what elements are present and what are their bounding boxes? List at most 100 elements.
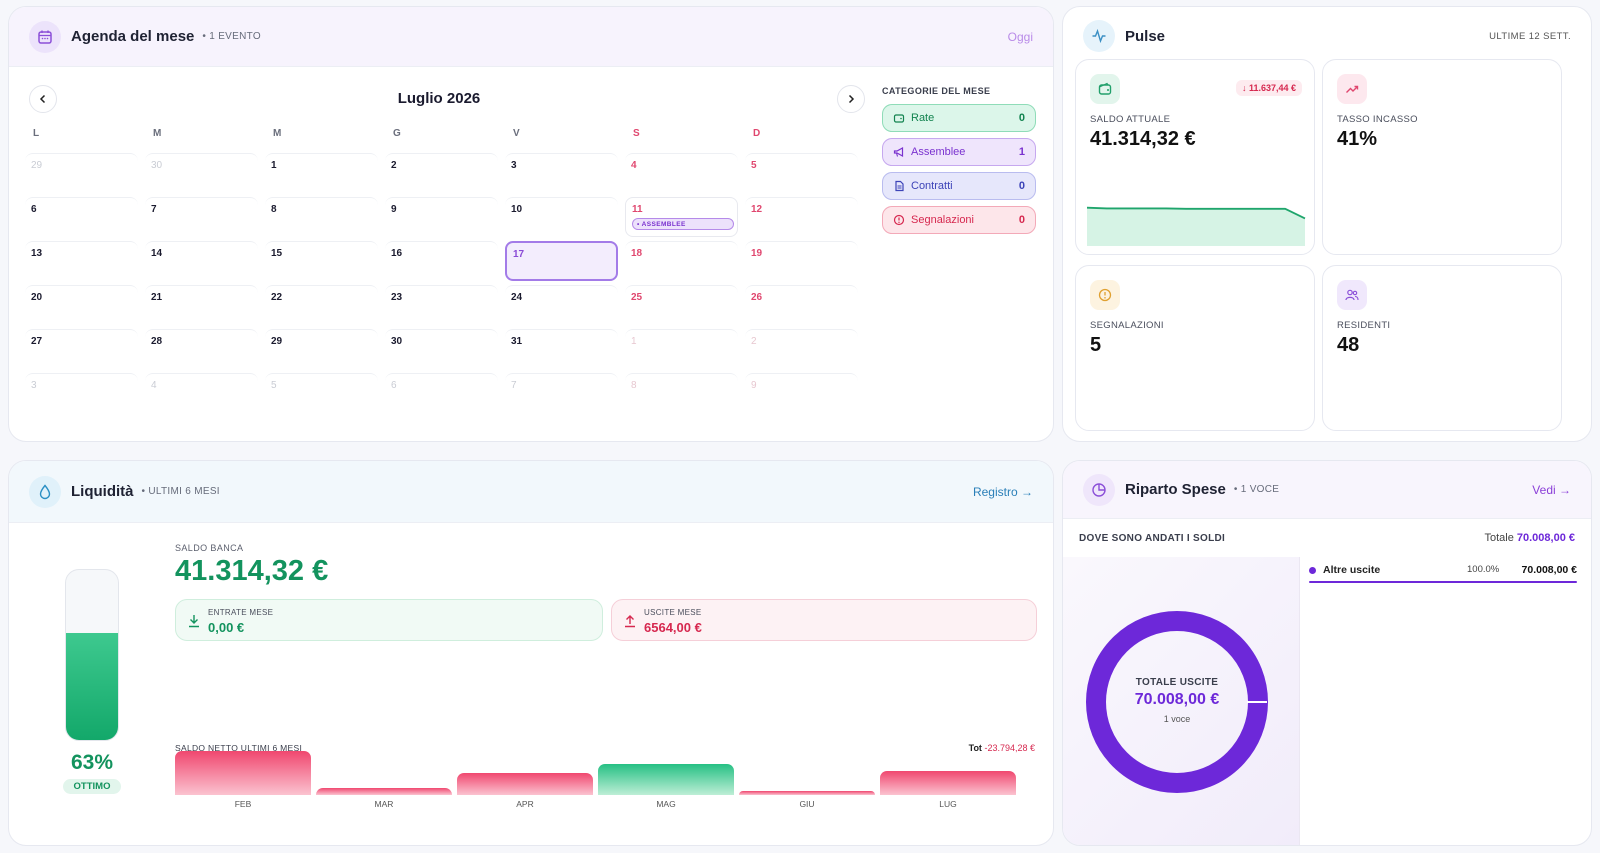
donut-panel: TOTALE USCITE 70.008,00 € 1 voce	[1063, 557, 1300, 845]
calendar-day[interactable]: 19	[745, 241, 858, 281]
calendar-day[interactable]: 23	[385, 285, 498, 325]
event-tag-assemblee[interactable]: • ASSEMBLEE	[632, 218, 734, 230]
calendar-day[interactable]: 4	[145, 373, 258, 413]
calendar-day[interactable]: 24	[505, 285, 618, 325]
calendar-day[interactable]: 13	[25, 241, 138, 281]
calendar-day-number: 7	[511, 380, 517, 391]
liquidita-subtitle: • ULTIMI 6 MESI	[141, 486, 220, 497]
droplet-icon	[29, 475, 61, 508]
calendar-day-number: 5	[751, 160, 757, 171]
calendar-day-number: 21	[151, 292, 163, 303]
megaphone-icon	[893, 146, 904, 158]
calendar-day[interactable]: 5	[745, 153, 858, 193]
next-month-button[interactable]	[837, 85, 865, 113]
saldo-attuale-card[interactable]: ↓ 11.637,44 € SALDO ATTUALE 41.314,32 €	[1075, 59, 1315, 255]
calendar-day[interactable]: 2	[385, 153, 498, 193]
calendar-day[interactable]: 1	[265, 153, 378, 193]
registro-link[interactable]: Registro →	[972, 484, 1033, 499]
liquidita-title: Liquidità	[71, 483, 134, 500]
calendar-day-number: 3	[511, 160, 517, 171]
calendar-day-number: 30	[391, 336, 403, 347]
net-bar-label: MAR	[374, 799, 394, 809]
calendar-day[interactable]: 8	[625, 373, 738, 413]
pulse-header: Pulse ULTIME 12 SETT.	[1063, 7, 1591, 65]
pulse-title: Pulse	[1125, 27, 1166, 45]
category-rate[interactable]: Rate 0	[882, 104, 1036, 132]
segnalazioni-value: 5	[1090, 334, 1102, 356]
calendar-day[interactable]: 18	[625, 241, 738, 281]
tasso-incasso-card[interactable]: TASSO INCASSO 41%	[1322, 59, 1562, 255]
riparto-card: Riparto Spese • 1 VOCE Vedi → DOVE SONO …	[1062, 460, 1592, 846]
calendar-day[interactable]: 22	[265, 285, 378, 325]
calendar-day[interactable]: 10	[505, 197, 618, 237]
calendar-day-number: 19	[751, 248, 763, 259]
calendar-day[interactable]: 7	[505, 373, 618, 413]
calendar-day-number: 11	[632, 204, 643, 215]
uscite-mese-value: 6564,00 €	[644, 620, 702, 635]
calendar-day[interactable]: 26	[745, 285, 858, 325]
calendar-day[interactable]: 11 • ASSEMBLEE	[625, 197, 738, 237]
calendar-day[interactable]: 8	[265, 197, 378, 237]
calendar-day[interactable]: 3	[25, 373, 138, 413]
vedi-link[interactable]: Vedi →	[1532, 482, 1571, 497]
calendar-day-number: 23	[391, 292, 403, 303]
category-contratti[interactable]: Contratti 0	[882, 172, 1036, 200]
calendar-day[interactable]: 6	[25, 197, 138, 237]
calendar-day[interactable]: 4	[625, 153, 738, 193]
agenda-header: Agenda del mese • 1 EVENTO Oggi	[9, 7, 1053, 67]
calendar-day[interactable]: 15	[265, 241, 378, 281]
net-bar-lug[interactable]	[880, 771, 1016, 795]
calendar-day[interactable]: 12	[745, 197, 858, 237]
riparto-header: Riparto Spese • 1 VOCE Vedi →	[1063, 461, 1591, 519]
calendar-day-number: 22	[271, 292, 283, 303]
net-bar-giu[interactable]	[739, 790, 875, 795]
download-icon	[189, 615, 199, 628]
today-link[interactable]: Oggi	[1007, 29, 1033, 44]
calendar-day-number: 4	[631, 160, 637, 171]
category-segnalazioni[interactable]: Segnalazioni 0	[882, 206, 1036, 234]
chevron-left-icon	[39, 94, 46, 104]
calendar-day[interactable]: 3	[505, 153, 618, 193]
residenti-card[interactable]: RESIDENTI 48	[1322, 265, 1562, 431]
calendar-day[interactable]: 30	[145, 153, 258, 193]
calendar-day[interactable]: 17	[505, 241, 618, 281]
calendar-day[interactable]: 2	[745, 329, 858, 369]
calendar-day[interactable]: 29	[265, 329, 378, 369]
net-bar-feb[interactable]	[175, 751, 311, 795]
calendar-day[interactable]: 7	[145, 197, 258, 237]
category-count: 0	[1018, 112, 1025, 124]
net-bar-label: LUG	[939, 799, 957, 809]
prev-month-button[interactable]	[29, 85, 57, 113]
calendar-day[interactable]: 28	[145, 329, 258, 369]
calendar-day[interactable]: 27	[25, 329, 138, 369]
calendar-day[interactable]: 30	[385, 329, 498, 369]
calendar-day[interactable]: 20	[25, 285, 138, 325]
calendar-day[interactable]: 1	[625, 329, 738, 369]
calendar-day[interactable]: 5	[265, 373, 378, 413]
pie-chart-icon	[1083, 473, 1115, 506]
category-assemblee[interactable]: Assemblee 1	[882, 138, 1036, 166]
calendar-day[interactable]: 25	[625, 285, 738, 325]
calendar-day[interactable]: 16	[385, 241, 498, 281]
calendar-day[interactable]: 9	[745, 373, 858, 413]
expense-item[interactable]: Altre uscite 100.0% 70.008,00 €	[1309, 559, 1577, 589]
calendar-day[interactable]: 9	[385, 197, 498, 237]
net-bar-apr[interactable]	[457, 773, 593, 795]
calendar-day[interactable]: 31	[505, 329, 618, 369]
segnalazioni-card[interactable]: SEGNALAZIONI 5	[1075, 265, 1315, 431]
calendar-day[interactable]: 21	[145, 285, 258, 325]
donut-value: 70.008,00 €	[1134, 691, 1220, 708]
calendar-day-number: 27	[31, 336, 43, 347]
calendar-day[interactable]: 6	[385, 373, 498, 413]
net-bar-mar[interactable]	[316, 787, 452, 795]
net-bar-mag[interactable]	[598, 763, 734, 795]
calendar-day[interactable]: 29	[25, 153, 138, 193]
category-label: Contratti	[911, 180, 953, 192]
activity-icon	[1083, 20, 1115, 52]
calendar-day[interactable]: 14	[145, 241, 258, 281]
calendar-day-number: 26	[751, 292, 763, 303]
liquidity-gauge	[65, 569, 119, 741]
category-label: Rate	[911, 112, 935, 124]
saldo-banca-label: SALDO BANCA	[175, 543, 244, 553]
riparto-total-value: 70.008,00 €	[1516, 532, 1575, 544]
